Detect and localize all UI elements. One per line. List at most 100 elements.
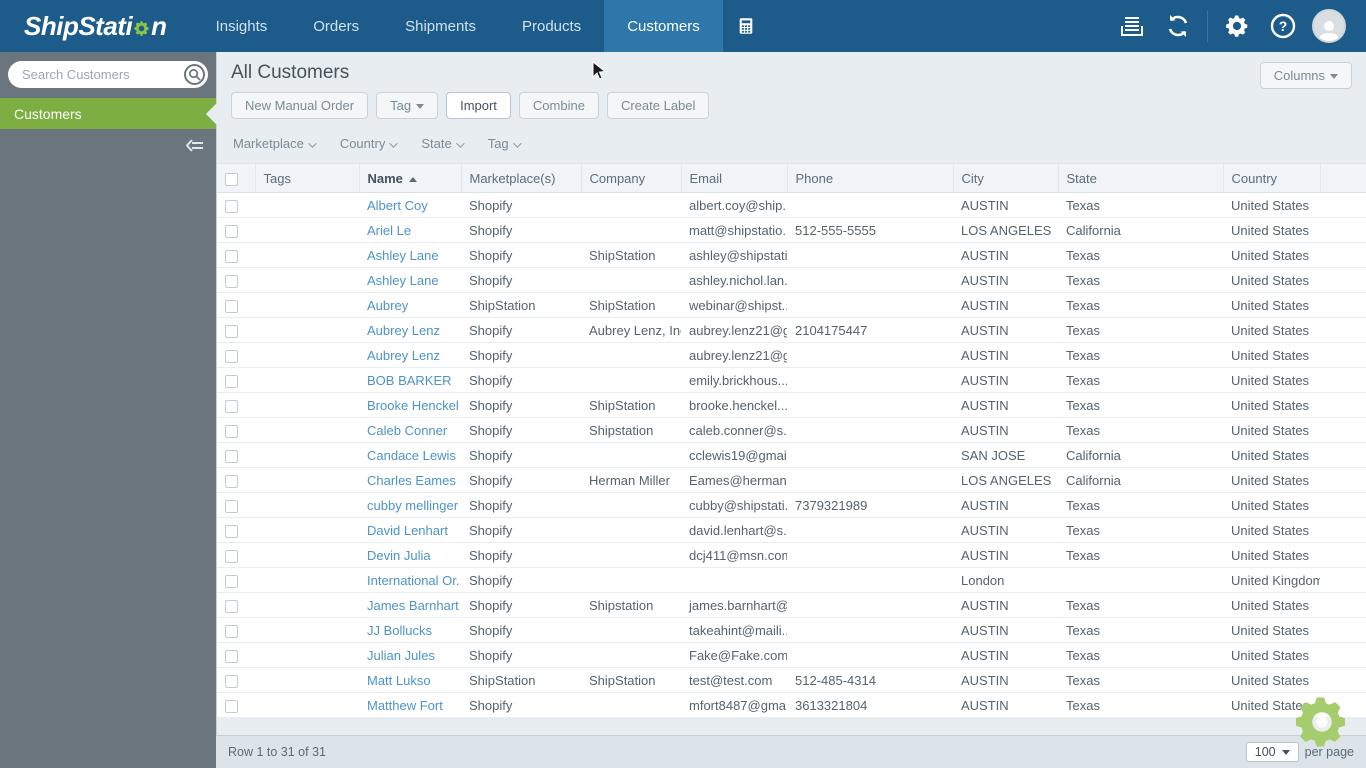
row-checkbox[interactable]	[225, 274, 238, 288]
customer-name-link[interactable]: Ariel Le	[367, 222, 412, 238]
row-count-status: Row 1 to 31 of 31	[228, 745, 326, 759]
sync-refresh-icon[interactable]	[1155, 0, 1201, 52]
cell-phone	[787, 642, 953, 668]
row-checkbox[interactable]	[225, 374, 238, 388]
cell-state: Texas	[1058, 617, 1223, 643]
customer-name-link[interactable]: cubby mellinger	[367, 497, 459, 513]
customer-name-link[interactable]: JJ Bollucks	[367, 622, 433, 638]
row-checkbox[interactable]	[225, 424, 238, 438]
sidebar-item-customers[interactable]: Customers	[0, 98, 228, 129]
customer-name-link[interactable]: BOB BARKER	[367, 372, 452, 388]
row-checkbox[interactable]	[225, 674, 238, 688]
cell-city: AUSTIN	[953, 267, 1058, 293]
row-checkbox[interactable]	[225, 574, 238, 588]
customer-name-link[interactable]: James Barnhart	[367, 597, 459, 613]
help-icon[interactable]: ?	[1260, 0, 1306, 52]
customer-name-link[interactable]: Ashley Lane	[367, 272, 439, 288]
row-checkbox[interactable]	[225, 399, 238, 413]
row-checkbox[interactable]	[225, 299, 238, 313]
search-icon[interactable]	[184, 64, 205, 85]
logo-text-prefix: ShipStati	[24, 10, 133, 41]
column-header-marketplaces[interactable]: Marketplace(s)	[461, 163, 582, 193]
column-header-name[interactable]: Name	[359, 163, 462, 193]
customer-name-link[interactable]: Albert Coy	[367, 197, 428, 213]
customer-name-link[interactable]: David Lenhart	[367, 522, 448, 538]
cell-phone	[787, 192, 953, 218]
cell-phone	[787, 267, 953, 293]
nav-item-products[interactable]: Products	[521, 17, 582, 35]
row-checkbox[interactable]	[225, 649, 238, 663]
customer-name-link[interactable]: Matt Lukso	[367, 672, 431, 688]
row-checkbox[interactable]	[225, 524, 238, 538]
shipstation-logo[interactable]: ShipStati n	[0, 0, 193, 52]
row-checkbox[interactable]	[225, 199, 238, 213]
column-header-phone[interactable]: Phone	[787, 163, 954, 193]
filter-marketplace[interactable]: Marketplace	[233, 136, 317, 151]
column-header-state[interactable]: State	[1058, 163, 1224, 193]
nav-item-orders[interactable]: Orders	[313, 17, 360, 35]
cell-tags	[255, 617, 359, 643]
row-checkbox[interactable]	[225, 699, 238, 713]
row-checkbox[interactable]	[225, 249, 238, 263]
combine-button[interactable]: Combine	[518, 92, 599, 119]
collapse-sidebar-icon[interactable]	[185, 139, 204, 158]
columns-button[interactable]: Columns	[1259, 62, 1352, 89]
logo-gear-icon	[133, 13, 150, 44]
customer-name-link[interactable]: Ashley Lane	[367, 247, 439, 263]
customer-name-link[interactable]: Julian Jules	[367, 647, 435, 663]
customer-name-link[interactable]: Brooke Henckel	[367, 397, 459, 413]
nav-item-shipments[interactable]: Shipments	[405, 17, 476, 35]
customer-name-link[interactable]: Aubrey Lenz	[367, 322, 440, 338]
cell-country: United States	[1223, 242, 1320, 268]
floating-gear-icon[interactable]	[1295, 696, 1348, 753]
select-all-checkbox[interactable]	[225, 172, 238, 186]
column-header-company[interactable]: Company	[581, 163, 682, 193]
cell-phone	[787, 242, 953, 268]
customer-name-link[interactable]: International Or...	[367, 572, 461, 588]
column-header-tags[interactable]: Tags	[255, 163, 360, 193]
nav-item-insights[interactable]: Insights	[215, 17, 268, 35]
customer-name-link[interactable]: Aubrey	[367, 297, 409, 313]
column-header-city[interactable]: City	[953, 163, 1059, 193]
print-queue-icon[interactable]	[1109, 0, 1155, 52]
search-customers-input[interactable]	[8, 61, 208, 88]
customer-name-link[interactable]: Devin Julia	[367, 547, 431, 563]
row-checkbox[interactable]	[225, 599, 238, 613]
cell-email: aubrey.lenz21@g...	[681, 342, 787, 368]
tag-button[interactable]: Tag	[376, 92, 439, 119]
new-manual-order-button[interactable]: New Manual Order	[231, 92, 369, 119]
cell-country: United States	[1223, 542, 1320, 568]
customer-name-link[interactable]: Charles Eames	[367, 472, 456, 488]
row-checkbox[interactable]	[225, 474, 238, 488]
account-avatar[interactable]	[1306, 0, 1352, 52]
row-checkbox[interactable]	[225, 349, 238, 363]
row-checkbox[interactable]	[225, 499, 238, 513]
row-checkbox[interactable]	[225, 449, 238, 463]
column-header-country[interactable]: Country	[1223, 163, 1321, 193]
settings-gear-icon[interactable]	[1214, 0, 1260, 52]
cell-city: AUSTIN	[953, 342, 1058, 368]
table-row: Aubrey Lenz Shopify Aubrey Lenz, Inc. aubre…	[217, 317, 1366, 343]
row-checkbox[interactable]	[225, 224, 238, 238]
row-checkbox[interactable]	[225, 324, 238, 338]
nav-item-customers[interactable]: Customers	[604, 0, 723, 52]
cell-city: AUSTIN	[953, 417, 1058, 443]
create-label-button[interactable]: Create Label	[606, 92, 710, 119]
cell-spacer	[1320, 317, 1366, 343]
import-button[interactable]: Import	[446, 92, 511, 119]
cell-phone	[787, 517, 953, 543]
customer-name-link[interactable]: Aubrey Lenz	[367, 347, 440, 363]
filter-state[interactable]: State	[421, 136, 465, 151]
filter-country[interactable]: Country	[340, 136, 399, 151]
rate-calculator-icon[interactable]	[723, 0, 769, 52]
page-size-select[interactable]: 100	[1245, 742, 1299, 762]
cell-phone: 7379321989	[787, 492, 953, 518]
row-checkbox[interactable]	[225, 549, 238, 563]
customer-name-link[interactable]: Caleb Conner	[367, 422, 448, 438]
row-checkbox[interactable]	[225, 624, 238, 638]
filter-tag[interactable]: Tag	[488, 136, 522, 151]
column-header-email[interactable]: Email	[681, 163, 788, 193]
customer-name-link[interactable]: Candace Lewis	[367, 447, 456, 463]
cell-name: JJ Bollucks	[359, 617, 461, 643]
customer-name-link[interactable]: Matthew Fort	[367, 697, 443, 713]
